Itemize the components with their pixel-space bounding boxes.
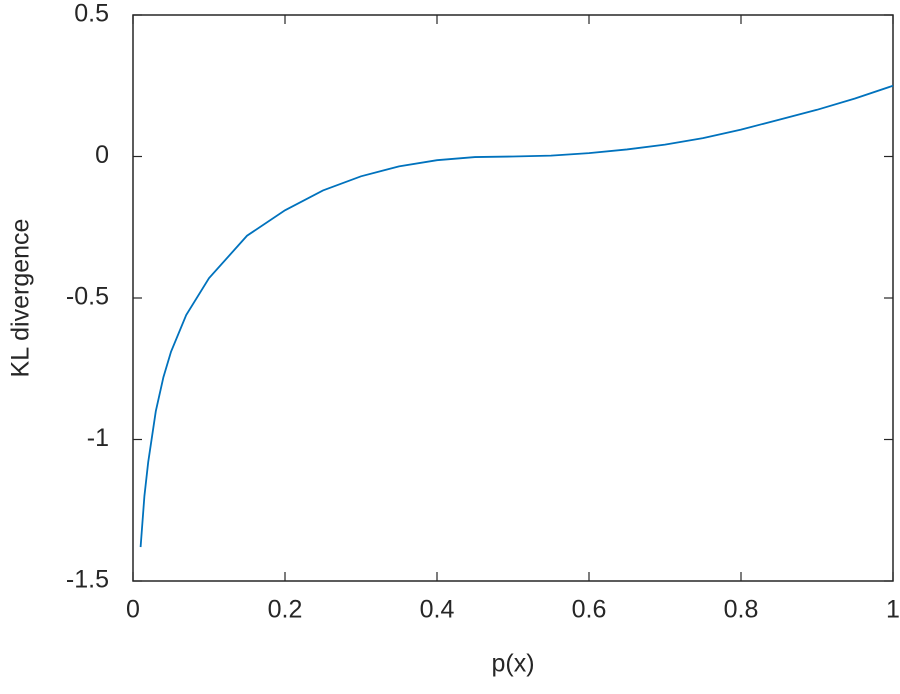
data-line <box>139 84 894 548</box>
x-tick-label: 0.2 <box>268 596 303 624</box>
x-tick-label: 1 <box>886 596 900 624</box>
x-tick-label: 0.8 <box>724 596 759 624</box>
y-tick-label: -0.5 <box>66 283 109 311</box>
x-axis-label: p(x) <box>491 650 534 678</box>
y-tick-label: -1 <box>87 424 109 452</box>
y-tick-label: 0 <box>95 141 109 169</box>
y-axis-label: KL divergence <box>7 219 35 378</box>
y-tick-label: 0.5 <box>74 0 109 28</box>
x-tick-label: 0.4 <box>420 596 455 624</box>
x-tick-label: 0 <box>126 596 140 624</box>
y-tick-label: -1.5 <box>66 566 109 594</box>
axes-box <box>132 14 894 582</box>
x-tick-label: 0.6 <box>572 596 607 624</box>
